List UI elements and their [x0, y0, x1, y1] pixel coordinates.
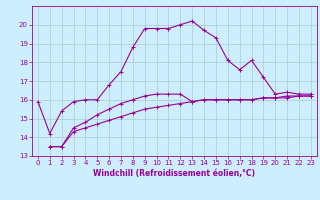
X-axis label: Windchill (Refroidissement éolien,°C): Windchill (Refroidissement éolien,°C): [93, 169, 255, 178]
